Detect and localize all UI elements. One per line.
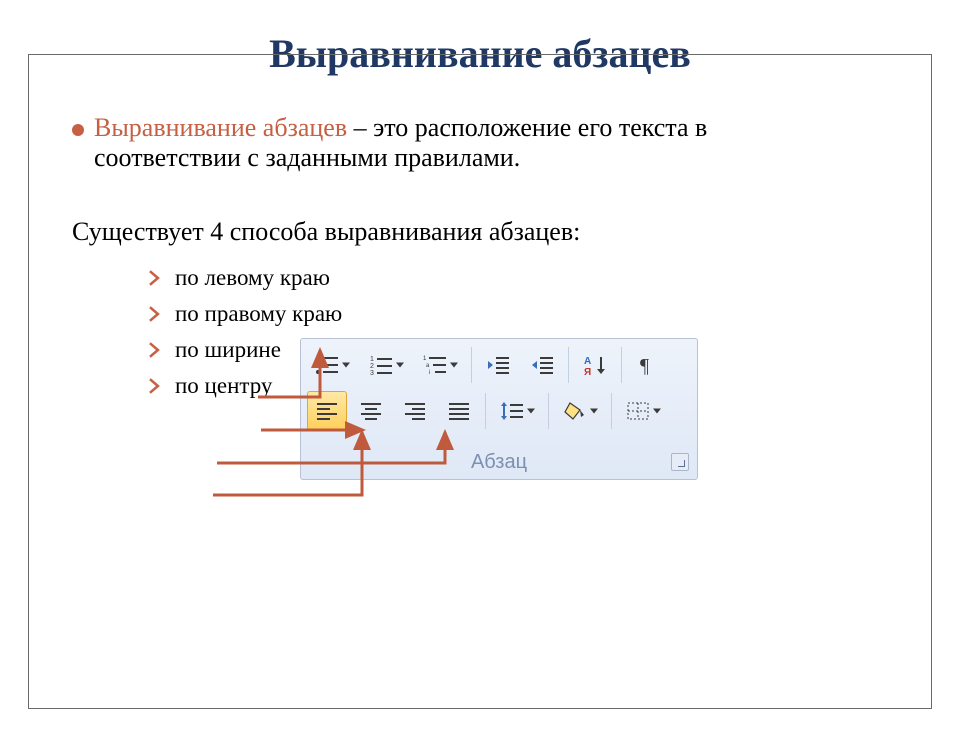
toolbar-separator bbox=[471, 347, 472, 383]
align-left-button[interactable] bbox=[307, 391, 347, 431]
svg-text:1: 1 bbox=[423, 356, 427, 362]
toolbar-separator bbox=[621, 347, 622, 383]
paragraph-toolbar: 1231aiАЯ¶ Абзац bbox=[300, 338, 698, 480]
increase-indent-button[interactable] bbox=[522, 345, 562, 385]
sort-button[interactable]: АЯ bbox=[575, 345, 615, 385]
numbering-button[interactable]: 123 bbox=[361, 345, 411, 385]
toolbar-row-1: 1231aiАЯ¶ bbox=[301, 339, 697, 385]
toolbar-row-2 bbox=[301, 385, 697, 431]
toolbar-label: Абзац bbox=[301, 445, 697, 479]
align-center-button[interactable] bbox=[351, 391, 391, 431]
toolbar-separator bbox=[611, 393, 612, 429]
svg-text:А: А bbox=[584, 356, 591, 367]
align-justify-button[interactable] bbox=[439, 391, 479, 431]
svg-text:a: a bbox=[426, 363, 430, 369]
multilevel-button[interactable]: 1ai bbox=[415, 345, 465, 385]
toolbar-separator bbox=[548, 393, 549, 429]
svg-text:i: i bbox=[429, 370, 430, 376]
bullets-button[interactable] bbox=[307, 345, 357, 385]
svg-text:1: 1 bbox=[370, 356, 374, 363]
borders-button[interactable] bbox=[618, 391, 668, 431]
toolbar-separator bbox=[568, 347, 569, 383]
shading-button[interactable] bbox=[555, 391, 605, 431]
align-right-button[interactable] bbox=[395, 391, 435, 431]
dialog-launcher-button[interactable] bbox=[671, 453, 689, 471]
svg-text:3: 3 bbox=[370, 370, 374, 376]
svg-text:2: 2 bbox=[370, 363, 374, 370]
svg-text:¶: ¶ bbox=[640, 355, 649, 376]
toolbar-separator bbox=[485, 393, 486, 429]
show-marks-button[interactable]: ¶ bbox=[628, 345, 668, 385]
svg-text:Я: Я bbox=[584, 367, 591, 376]
line-spacing-button[interactable] bbox=[492, 391, 542, 431]
decrease-indent-button[interactable] bbox=[478, 345, 518, 385]
